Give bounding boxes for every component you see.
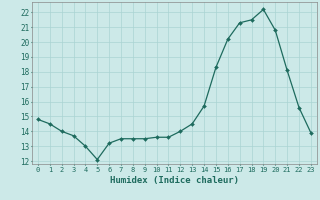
X-axis label: Humidex (Indice chaleur): Humidex (Indice chaleur)	[110, 176, 239, 185]
